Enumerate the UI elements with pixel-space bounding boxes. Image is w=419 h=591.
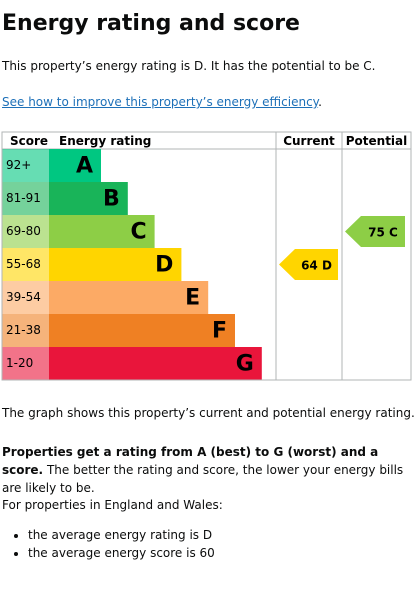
- rating-letter: B: [103, 187, 120, 212]
- potential-label: 75 C: [368, 225, 398, 239]
- rating-letter: F: [212, 319, 227, 344]
- score-label: 21-38: [6, 323, 41, 337]
- rating-bar: [49, 347, 262, 380]
- score-label: 39-54: [6, 290, 41, 304]
- improve-link[interactable]: See how to improve this property’s energ…: [2, 95, 319, 109]
- heading: Energy rating and score: [2, 11, 300, 36]
- score-label: 81-91: [6, 191, 41, 205]
- potential-value: 75: [368, 225, 385, 239]
- rating-letter: G: [236, 352, 254, 377]
- link-suffix: .: [318, 95, 322, 109]
- current-arrow: [279, 249, 338, 280]
- graph-border: [1, 131, 412, 381]
- potential-letter: C: [389, 225, 398, 239]
- energy-graph: Score Energy rating Current Potential 92+ A 81…: [1, 131, 412, 381]
- averages-list: the average energy rating is D the avera…: [12, 526, 215, 562]
- rating-bar: [49, 182, 128, 215]
- score-label: 1-20: [6, 356, 33, 370]
- rating-note: Properties get a rating from A (best) to…: [2, 443, 412, 497]
- score-cell: [2, 248, 49, 281]
- score-cell: [2, 149, 49, 182]
- current-letter: D: [322, 258, 332, 272]
- average-item: the average energy score is 60: [28, 544, 215, 562]
- rating-bar: [49, 281, 209, 314]
- column-header: Current: [283, 134, 335, 148]
- rating-letter: A: [76, 154, 93, 179]
- average-item: the average energy rating is D: [28, 526, 215, 544]
- score-cell: [2, 347, 49, 380]
- rating-bar: [49, 215, 155, 248]
- rating-note-text: The better the rating and score, the low…: [2, 463, 404, 495]
- rating-letter: D: [155, 253, 173, 278]
- score-cell: [2, 215, 49, 248]
- score-cell: [2, 314, 49, 347]
- column-header: Energy rating: [59, 134, 151, 148]
- rating-bar: [49, 314, 235, 347]
- intro: This property’s energy rating is D. It h…: [2, 59, 376, 73]
- current-label: 64 D: [301, 258, 332, 272]
- potential-arrow: [345, 216, 405, 247]
- column-header: Potential: [346, 134, 408, 148]
- score-cell: [2, 281, 49, 314]
- score-label: 92+: [6, 158, 31, 172]
- rating-note-bold: Properties get a rating from A (best) to…: [2, 445, 379, 477]
- graph-note: The graph shows this property’s current …: [2, 406, 415, 420]
- link-line: See how to improve this property’s energ…: [2, 93, 322, 111]
- current-value: 64: [301, 258, 318, 272]
- score-label: 69-80: [6, 224, 41, 238]
- score-label: 55-68: [6, 257, 41, 271]
- rating-letter: C: [130, 220, 146, 245]
- rating-letter: E: [185, 286, 200, 311]
- rating-bar: [49, 149, 101, 182]
- score-cell: [2, 182, 49, 215]
- averages-intro: For properties in England and Wales:: [2, 498, 223, 512]
- column-header: Score: [10, 134, 48, 148]
- rating-bar: [49, 248, 182, 281]
